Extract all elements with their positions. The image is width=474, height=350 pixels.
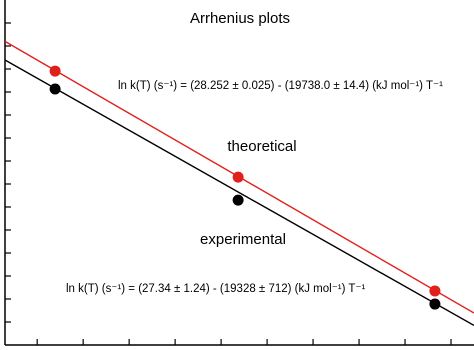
chart-title: Arrhenius plots — [190, 10, 290, 27]
fit-line — [4, 59, 474, 327]
data-point — [232, 171, 244, 183]
data-point — [49, 65, 61, 77]
data-point — [232, 194, 244, 206]
data-point — [49, 83, 61, 95]
series-label: experimental — [200, 231, 286, 248]
fit-equation: ln k(T) (s⁻¹) = (27.34 ± 1.24) - (19328 … — [66, 283, 366, 295]
fit-equation: ln k(T) (s⁻¹) = (28.252 ± 0.025) - (1973… — [118, 80, 443, 92]
data-point — [429, 285, 441, 297]
series-label: theoretical — [227, 138, 296, 155]
data-point — [429, 298, 441, 310]
